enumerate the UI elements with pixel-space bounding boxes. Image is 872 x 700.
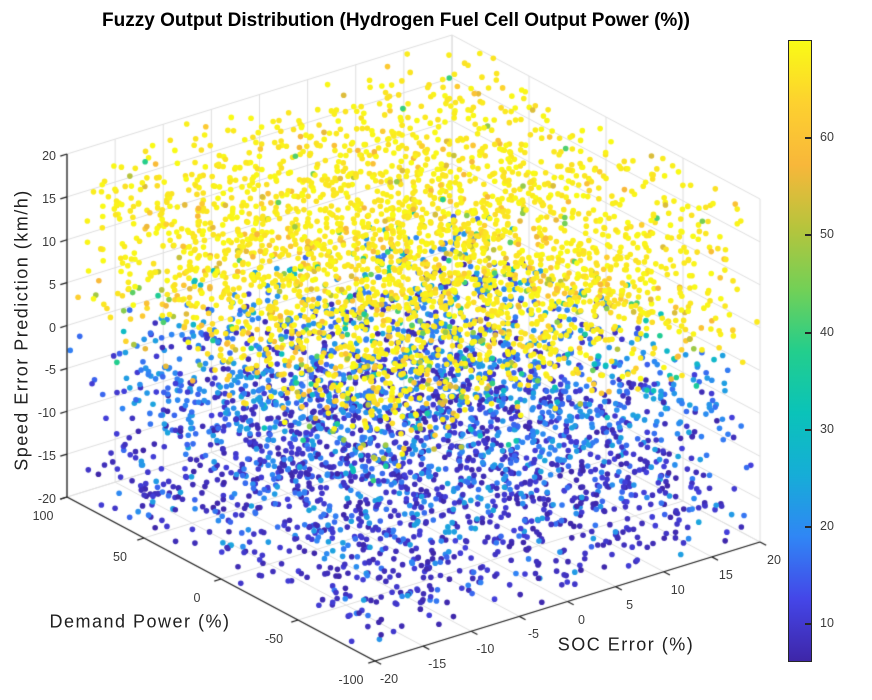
colorbar-tick-mark xyxy=(805,428,811,431)
z-tick-label: 15 xyxy=(42,191,56,206)
x-tick-label: -20 xyxy=(379,672,399,686)
x-axis-label: SOC Error (%) xyxy=(557,634,695,655)
x-tick-label: 15 xyxy=(718,567,733,582)
y-tick-label: -50 xyxy=(264,632,284,646)
z-tick-label: 5 xyxy=(49,277,56,292)
z-tick-label: 10 xyxy=(42,234,56,249)
colorbar xyxy=(788,40,812,662)
z-tick-label: -15 xyxy=(37,449,56,464)
z-axis-label: Speed Error Prediction (km/h) xyxy=(11,189,32,471)
colorbar-tick-mark xyxy=(805,623,811,626)
y-tick-label: 50 xyxy=(113,550,127,564)
colorbar-tick-mark xyxy=(805,137,811,140)
z-tick-label: 0 xyxy=(49,320,56,335)
y-tick-label: -100 xyxy=(338,673,364,687)
x-tick-label: 0 xyxy=(578,612,585,627)
chart-title: Fuzzy Output Distribution (Hydrogen Fuel… xyxy=(102,10,690,31)
z-tick-label: -10 xyxy=(37,406,56,421)
z-tick-label: -5 xyxy=(44,363,56,378)
y-tick-label: 0 xyxy=(193,591,201,605)
colorbar-tick-label: 30 xyxy=(820,421,834,436)
colorbar-tick-label: 20 xyxy=(820,518,834,533)
colorbar-tick-label: 50 xyxy=(820,227,834,242)
x-tick-label: 5 xyxy=(626,597,634,612)
colorbar-tick-label: 60 xyxy=(820,130,834,145)
colorbar-tick-mark xyxy=(805,525,811,528)
colorbar-tick-label: 10 xyxy=(820,616,834,631)
z-tick-label: -20 xyxy=(37,492,56,506)
x-tick-label: -5 xyxy=(527,627,539,642)
x-tick-label: 10 xyxy=(670,582,685,597)
x-tick-label: -15 xyxy=(428,657,447,672)
colorbar-gradient xyxy=(789,41,811,661)
x-tick-label: 20 xyxy=(767,553,781,567)
colorbar-tick-label: 40 xyxy=(820,324,834,339)
y-axis-label: Demand Power (%) xyxy=(49,611,231,632)
colorbar-tick-mark xyxy=(805,234,811,237)
colorbar-tick-mark xyxy=(805,331,811,334)
y-tick-label: 100 xyxy=(32,509,54,523)
x-tick-label: -10 xyxy=(476,642,495,657)
z-tick-label: 20 xyxy=(42,149,56,163)
